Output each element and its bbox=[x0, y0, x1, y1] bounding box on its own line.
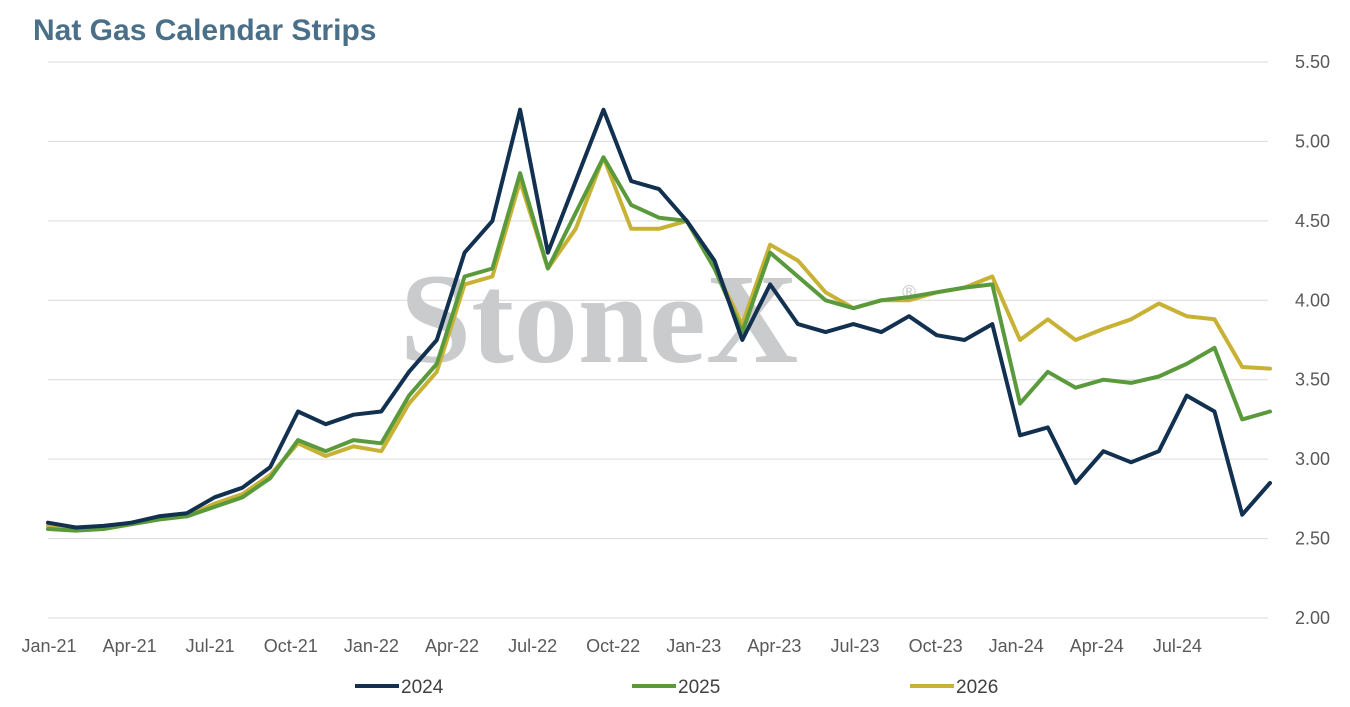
y-tick-label: 3.50 bbox=[1295, 370, 1330, 390]
x-tick-label: Oct-21 bbox=[264, 636, 318, 656]
series-line-2026 bbox=[46, 155, 1272, 530]
y-tick-label: 3.00 bbox=[1295, 449, 1330, 469]
series-lines bbox=[46, 107, 1272, 533]
x-tick-label: Jan-24 bbox=[989, 636, 1044, 656]
x-tick-label: Jan-23 bbox=[666, 636, 721, 656]
x-tick-label: Jul-23 bbox=[830, 636, 879, 656]
x-axis-ticks: Jan-21 Apr-21 Jul-21 Oct-21 Jan-22 Apr-22 Jul-… bbox=[21, 636, 1201, 656]
y-tick-label: 5.00 bbox=[1295, 131, 1330, 151]
legend-label-2025: 2025 bbox=[678, 677, 720, 698]
legend-label-2026: 2026 bbox=[956, 677, 998, 698]
legend: 2024 2025 2026 bbox=[355, 677, 998, 698]
gridlines bbox=[48, 61, 1268, 619]
x-tick-label: Jul-22 bbox=[508, 636, 557, 656]
x-tick-label: Jan-21 bbox=[21, 636, 76, 656]
x-tick-label: Oct-23 bbox=[909, 636, 963, 656]
x-tick-label: Apr-21 bbox=[103, 636, 157, 656]
y-axis-ticks: 5.50 5.00 4.50 4.00 3.50 3.00 2.50 2.00 bbox=[1295, 52, 1330, 628]
y-tick-label: 2.00 bbox=[1295, 608, 1330, 628]
series-line-2025 bbox=[46, 155, 1272, 533]
x-tick-label: Apr-24 bbox=[1070, 636, 1124, 656]
x-tick-label: Jul-21 bbox=[186, 636, 235, 656]
y-tick-label: 5.50 bbox=[1295, 52, 1330, 72]
watermark: StoneX bbox=[400, 248, 798, 390]
series-line-2024 bbox=[46, 107, 1272, 530]
y-tick-label: 4.50 bbox=[1295, 211, 1330, 231]
x-tick-label: Apr-23 bbox=[747, 636, 801, 656]
x-tick-label: Jan-22 bbox=[344, 636, 399, 656]
x-tick-label: Oct-22 bbox=[586, 636, 640, 656]
chart-title: Nat Gas Calendar Strips bbox=[33, 14, 377, 47]
legend-label-2024: 2024 bbox=[401, 677, 444, 698]
x-tick-label: Apr-22 bbox=[425, 636, 479, 656]
y-tick-label: 2.50 bbox=[1295, 529, 1330, 549]
y-tick-label: 4.00 bbox=[1295, 290, 1330, 310]
x-tick-label: Jul-24 bbox=[1153, 636, 1202, 656]
